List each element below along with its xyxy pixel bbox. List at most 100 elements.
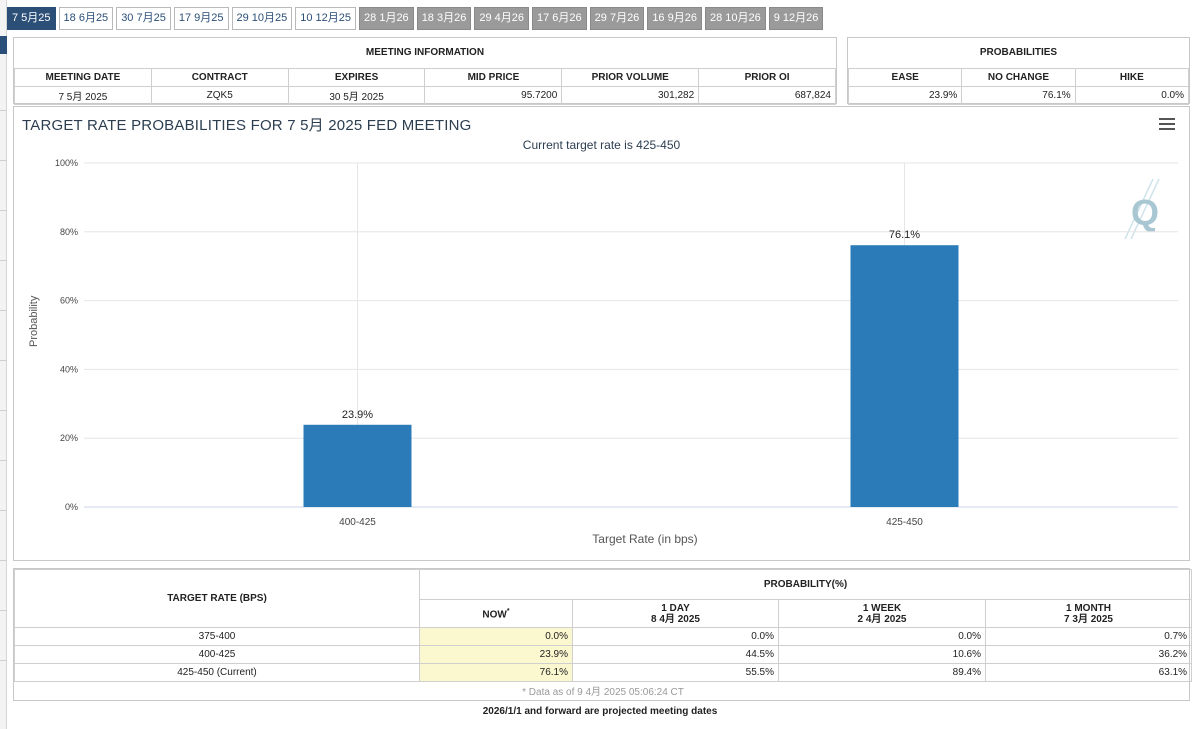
y-tick-label: 0% <box>65 502 78 512</box>
left-edge-tick <box>0 310 7 311</box>
meeting-tab[interactable]: 17 9月25 <box>173 7 229 30</box>
y-tick-label: 60% <box>60 296 78 306</box>
target-rate-table-panel: TARGET RATE (BPS) PROBABILITY(%) NOW* 1 D… <box>13 568 1193 701</box>
target-rate-cell: 425-450 (Current) <box>14 663 420 682</box>
probability-cell: 55.5% <box>572 663 779 682</box>
chart-title: TARGET RATE PROBABILITIES FOR 7 5月 2025 … <box>22 117 472 134</box>
meeting-tab[interactable]: 30 7月25 <box>116 7 171 30</box>
left-edge-tick <box>0 610 7 611</box>
column-header-line1: 1 MONTH <box>1066 602 1112 614</box>
target-rate-table: TARGET RATE (BPS) PROBABILITY(%) NOW* 1 D… <box>14 569 1193 700</box>
probability-cell: 0.7% <box>984 627 1193 646</box>
meeting-tab[interactable]: 18 6月25 <box>58 7 114 30</box>
chart-plot: 0% 20% 40% 60% 80% 100% 23.9% 400-425 76.1% 425-4… <box>55 158 1178 546</box>
x-axis-label: Target Rate (in bps) <box>592 532 697 546</box>
meeting-tab[interactable]: 29 7月26 <box>589 7 645 30</box>
meeting-tab[interactable]: 28 1月26 <box>359 7 414 30</box>
table-cell: 76.1% <box>961 85 1076 105</box>
table-cell: 0.0% <box>1074 85 1190 105</box>
probabilities-table: PROBABILITIES EASE NO CHANGE HIKE 23.9% 76.… <box>847 38 1190 105</box>
probabilities-panel: PROBABILITIES EASE NO CHANGE HIKE 23.9% 76.… <box>847 37 1190 105</box>
bar-data-label: 23.9% <box>342 409 373 421</box>
probability-cell: 76.1% <box>419 663 573 682</box>
column-header: PRIOR VOLUME <box>561 67 700 87</box>
meeting-information-table: MEETING INFORMATION MEETING DATE CONTRACT… <box>14 38 836 105</box>
target-rate-cell: 400-425 <box>14 645 420 664</box>
left-edge-tick <box>0 560 7 561</box>
probability-cell: 36.2% <box>984 645 1193 664</box>
probability-cell: 0.0% <box>572 627 779 646</box>
svg-text:Q: Q <box>1131 192 1159 233</box>
q-logo-icon: Q <box>1124 178 1160 240</box>
probability-cell: 10.6% <box>778 645 986 664</box>
bar <box>303 424 412 507</box>
meeting-tab[interactable]: 18 3月26 <box>416 7 472 30</box>
target-rate-cell: 375-400 <box>14 627 420 646</box>
probability-cell: 89.4% <box>778 663 986 682</box>
left-edge-tick <box>0 210 7 211</box>
left-edge-marker <box>0 36 7 54</box>
meeting-information-title: MEETING INFORMATION <box>14 38 836 69</box>
probabilities-title: PROBABILITIES <box>848 38 1189 69</box>
left-edge-tick <box>0 510 7 511</box>
column-header: EXPIRES <box>287 67 426 87</box>
meeting-tab[interactable]: 10 12月25 <box>295 7 357 30</box>
table-cell: 687,824 <box>698 85 836 105</box>
left-edge-tick <box>0 660 7 661</box>
table-cell: 23.9% <box>847 85 963 105</box>
column-header-line1: NOW <box>482 609 507 621</box>
y-tick-label: 80% <box>60 227 78 237</box>
probability-column-header: 1 WEEK 2 4月 2025 <box>778 599 986 628</box>
y-tick-label: 100% <box>55 158 78 168</box>
column-header-line1: 1 WEEK <box>862 602 902 614</box>
probability-cell: 0.0% <box>778 627 986 646</box>
table-row: 375-400 0.0% 0.0% 0.0% 0.7% <box>14 627 1193 646</box>
left-edge-bar <box>0 0 7 729</box>
meeting-tab[interactable]: 9 12月26 <box>768 7 824 30</box>
meeting-tab[interactable]: 28 10月26 <box>704 7 766 30</box>
column-header: HIKE <box>1074 67 1190 87</box>
meeting-information-panel: MEETING INFORMATION MEETING DATE CONTRACT… <box>13 37 837 105</box>
y-tick-label: 40% <box>60 364 78 374</box>
table-cell: 95.7200 <box>424 85 563 105</box>
left-edge-tick <box>0 410 7 411</box>
left-edge-tick <box>0 460 7 461</box>
data-as-of-note: * Data as of 9 4月 2025 05:06:24 CT <box>522 687 684 699</box>
table-cell: 7 5月 2025 <box>14 85 152 105</box>
column-header: MEETING DATE <box>14 67 152 87</box>
column-header-date: 7 3月 2025 <box>1064 613 1113 625</box>
probability-column-header: 1 MONTH 7 3月 2025 <box>984 599 1193 628</box>
bar <box>850 245 959 507</box>
probability-chart: TARGET RATE PROBABILITIES FOR 7 5月 2025 … <box>13 106 1190 561</box>
chart-menu-icon[interactable] <box>1159 118 1175 132</box>
column-header: NO CHANGE <box>961 67 1076 87</box>
table-row: 400-425 23.9% 44.5% 10.6% 36.2% <box>14 645 1193 664</box>
meeting-tab[interactable]: 16 9月26 <box>647 7 702 30</box>
left-edge-tick <box>0 110 7 111</box>
column-header-date: 8 4月 2025 <box>651 613 700 625</box>
probability-column-header: 1 DAY 8 4月 2025 <box>572 599 779 628</box>
y-tick-label: 20% <box>60 433 78 443</box>
table-cell: 301,282 <box>561 85 700 105</box>
meeting-tab[interactable]: 7 5月25 <box>7 7 56 30</box>
target-rate-header: TARGET RATE (BPS) <box>14 569 420 628</box>
column-header: EASE <box>847 67 963 87</box>
x-tick-label: 425-450 <box>886 517 923 528</box>
meeting-tab[interactable]: 29 4月26 <box>474 7 529 30</box>
probability-cell: 23.9% <box>419 645 573 664</box>
left-edge-tick <box>0 260 7 261</box>
meeting-tab[interactable]: 29 10月25 <box>231 7 293 30</box>
column-header: MID PRICE <box>424 67 563 87</box>
table-cell: ZQK5 <box>150 85 289 105</box>
probability-header: PROBABILITY(%) <box>418 569 1193 600</box>
left-edge-tick <box>0 160 7 161</box>
column-header-line1: 1 DAY <box>661 602 690 614</box>
column-header: CONTRACT <box>150 67 289 87</box>
probability-cell: 0.0% <box>419 627 573 646</box>
probability-cell: 44.5% <box>572 645 779 664</box>
meeting-tab[interactable]: 17 6月26 <box>532 7 587 30</box>
probability-column-header: NOW* <box>419 599 573 628</box>
chart-subtitle: Current target rate is 425-450 <box>522 138 681 152</box>
column-header: PRIOR OI <box>698 67 836 87</box>
projected-dates-footer: 2026/1/1 and forward are projected meeti… <box>482 706 718 717</box>
